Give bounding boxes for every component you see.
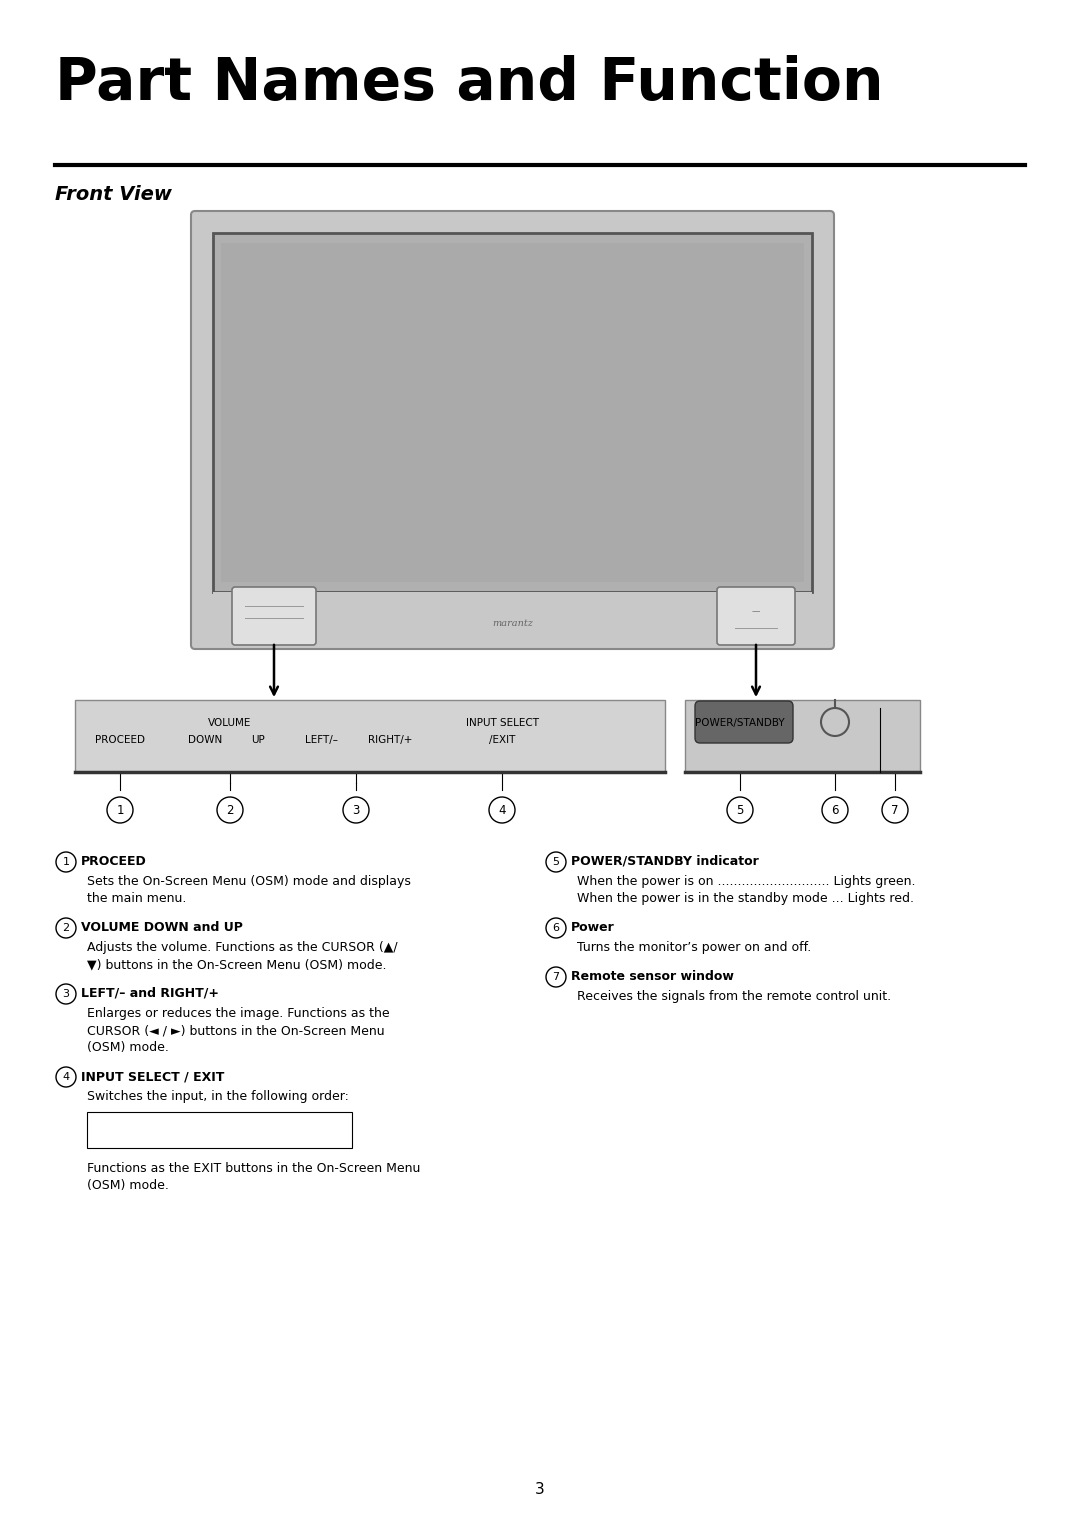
Text: POWER/STANDBY indicator: POWER/STANDBY indicator	[571, 856, 759, 868]
Text: POWER/STANDBY: POWER/STANDBY	[696, 718, 785, 727]
Text: Front View: Front View	[55, 185, 172, 205]
Text: 4: 4	[498, 804, 505, 816]
Text: INPUT SELECT / EXIT: INPUT SELECT / EXIT	[81, 1070, 225, 1083]
Text: 2: 2	[226, 804, 233, 816]
Text: 1: 1	[63, 857, 69, 866]
Text: 6: 6	[553, 923, 559, 934]
Text: DOWN: DOWN	[188, 735, 222, 746]
Text: 2: 2	[63, 923, 69, 934]
Text: When the power is in the standby mode ... Lights red.: When the power is in the standby mode ..…	[577, 892, 914, 905]
Text: When the power is on ............................ Lights green.: When the power is on ...................…	[577, 876, 916, 888]
Text: 7: 7	[891, 804, 899, 816]
Bar	[221, 243, 804, 582]
Text: CURSOR (◄ / ►) buttons in the On-Screen Menu: CURSOR (◄ / ►) buttons in the On-Screen …	[87, 1024, 384, 1038]
Text: PROCEED: PROCEED	[81, 856, 147, 868]
Bar	[213, 232, 812, 591]
Bar	[87, 1112, 352, 1148]
Bar	[685, 700, 920, 772]
FancyBboxPatch shape	[717, 587, 795, 645]
Text: 3: 3	[352, 804, 360, 816]
Text: LEFT/– and RIGHT/+: LEFT/– and RIGHT/+	[81, 987, 219, 999]
FancyBboxPatch shape	[232, 587, 316, 645]
Text: Power: Power	[571, 921, 615, 934]
Text: 3: 3	[63, 989, 69, 999]
Text: UP: UP	[252, 735, 265, 746]
Text: 5: 5	[737, 804, 744, 816]
Text: 3: 3	[535, 1482, 545, 1497]
Text: Sets the On-Screen Menu (OSM) mode and displays: Sets the On-Screen Menu (OSM) mode and d…	[87, 876, 410, 888]
Text: the main menu.: the main menu.	[87, 892, 187, 905]
Text: 7: 7	[553, 972, 559, 983]
Text: Functions as the EXIT buttons in the On-Screen Menu: Functions as the EXIT buttons in the On-…	[87, 1161, 420, 1175]
Text: └ RGB/PC3 ← RGB/PC2 ← RGB/PC1←┘: └ RGB/PC3 ← RGB/PC2 ← RGB/PC1←┘	[91, 1132, 285, 1143]
Text: (OSM) mode.: (OSM) mode.	[87, 1180, 168, 1192]
Text: 1: 1	[117, 804, 124, 816]
Text: 6: 6	[832, 804, 839, 816]
FancyBboxPatch shape	[191, 211, 834, 649]
Text: Receives the signals from the remote control unit.: Receives the signals from the remote con…	[577, 990, 891, 1002]
Text: (OSM) mode.: (OSM) mode.	[87, 1041, 168, 1054]
Text: → VIDEO1 → VIDEO2 → VIDEO3→ DVD/HD─: → VIDEO1 → VIDEO2 → VIDEO3→ DVD/HD─	[91, 1115, 310, 1126]
Text: RIGHT/+: RIGHT/+	[368, 735, 413, 746]
Bar	[213, 591, 812, 646]
Bar	[75, 700, 665, 772]
Text: Part Names and Function: Part Names and Function	[55, 55, 883, 112]
Text: /EXIT: /EXIT	[489, 735, 515, 746]
Text: 5: 5	[553, 857, 559, 866]
Text: Adjusts the volume. Functions as the CURSOR (▲/: Adjusts the volume. Functions as the CUR…	[87, 941, 397, 953]
Text: —: —	[752, 608, 760, 616]
Text: 4: 4	[63, 1073, 69, 1082]
Text: LEFT/–: LEFT/–	[306, 735, 338, 746]
Text: INPUT SELECT: INPUT SELECT	[465, 718, 539, 727]
Text: VOLUME DOWN and UP: VOLUME DOWN and UP	[81, 921, 243, 934]
Text: VOLUME: VOLUME	[208, 718, 252, 727]
FancyBboxPatch shape	[696, 701, 793, 743]
Text: Switches the input, in the following order:: Switches the input, in the following ord…	[87, 1089, 349, 1103]
Text: PROCEED: PROCEED	[95, 735, 145, 746]
Text: Turns the monitor’s power on and off.: Turns the monitor’s power on and off.	[577, 941, 811, 953]
Text: marantz: marantz	[492, 619, 532, 628]
Text: ▼) buttons in the On-Screen Menu (OSM) mode.: ▼) buttons in the On-Screen Menu (OSM) m…	[87, 958, 387, 970]
Text: Enlarges or reduces the image. Functions as the: Enlarges or reduces the image. Functions…	[87, 1007, 390, 1021]
Text: Remote sensor window: Remote sensor window	[571, 970, 734, 983]
